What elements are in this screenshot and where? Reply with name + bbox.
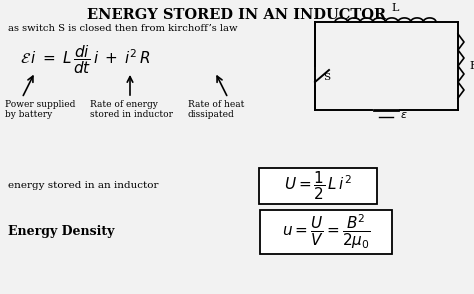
Text: $\mathcal{E}\, i \;=\; L\,\dfrac{di}{dt}\, i \;+\; i^2\, R$: $\mathcal{E}\, i \;=\; L\,\dfrac{di}{dt}… [20, 44, 151, 76]
Text: L: L [392, 3, 399, 13]
Text: as switch S is closed then from kirchoff’s law: as switch S is closed then from kirchoff… [8, 24, 237, 33]
Text: ENERGY STORED IN AN INDUCTOR: ENERGY STORED IN AN INDUCTOR [87, 8, 387, 22]
Text: S: S [323, 74, 330, 83]
Text: $U = \dfrac{1}{2}\, L\, i^2$: $U = \dfrac{1}{2}\, L\, i^2$ [284, 170, 352, 202]
Bar [260, 210, 392, 254]
Text: Energy Density: Energy Density [8, 225, 114, 238]
Text: Rate of energy
stored in inductor: Rate of energy stored in inductor [90, 100, 173, 119]
Text: Power supplied
by battery: Power supplied by battery [5, 100, 75, 119]
Text: $u = \dfrac{U}{V} = \dfrac{B^2}{2\mu_0}$: $u = \dfrac{U}{V} = \dfrac{B^2}{2\mu_0}$ [282, 213, 370, 251]
Bar [259, 168, 377, 204]
Text: Rate of heat
dissipated: Rate of heat dissipated [188, 100, 245, 119]
Text: $\varepsilon$: $\varepsilon$ [401, 110, 408, 120]
Text: R: R [469, 61, 474, 71]
Text: energy stored in an inductor: energy stored in an inductor [8, 181, 158, 191]
